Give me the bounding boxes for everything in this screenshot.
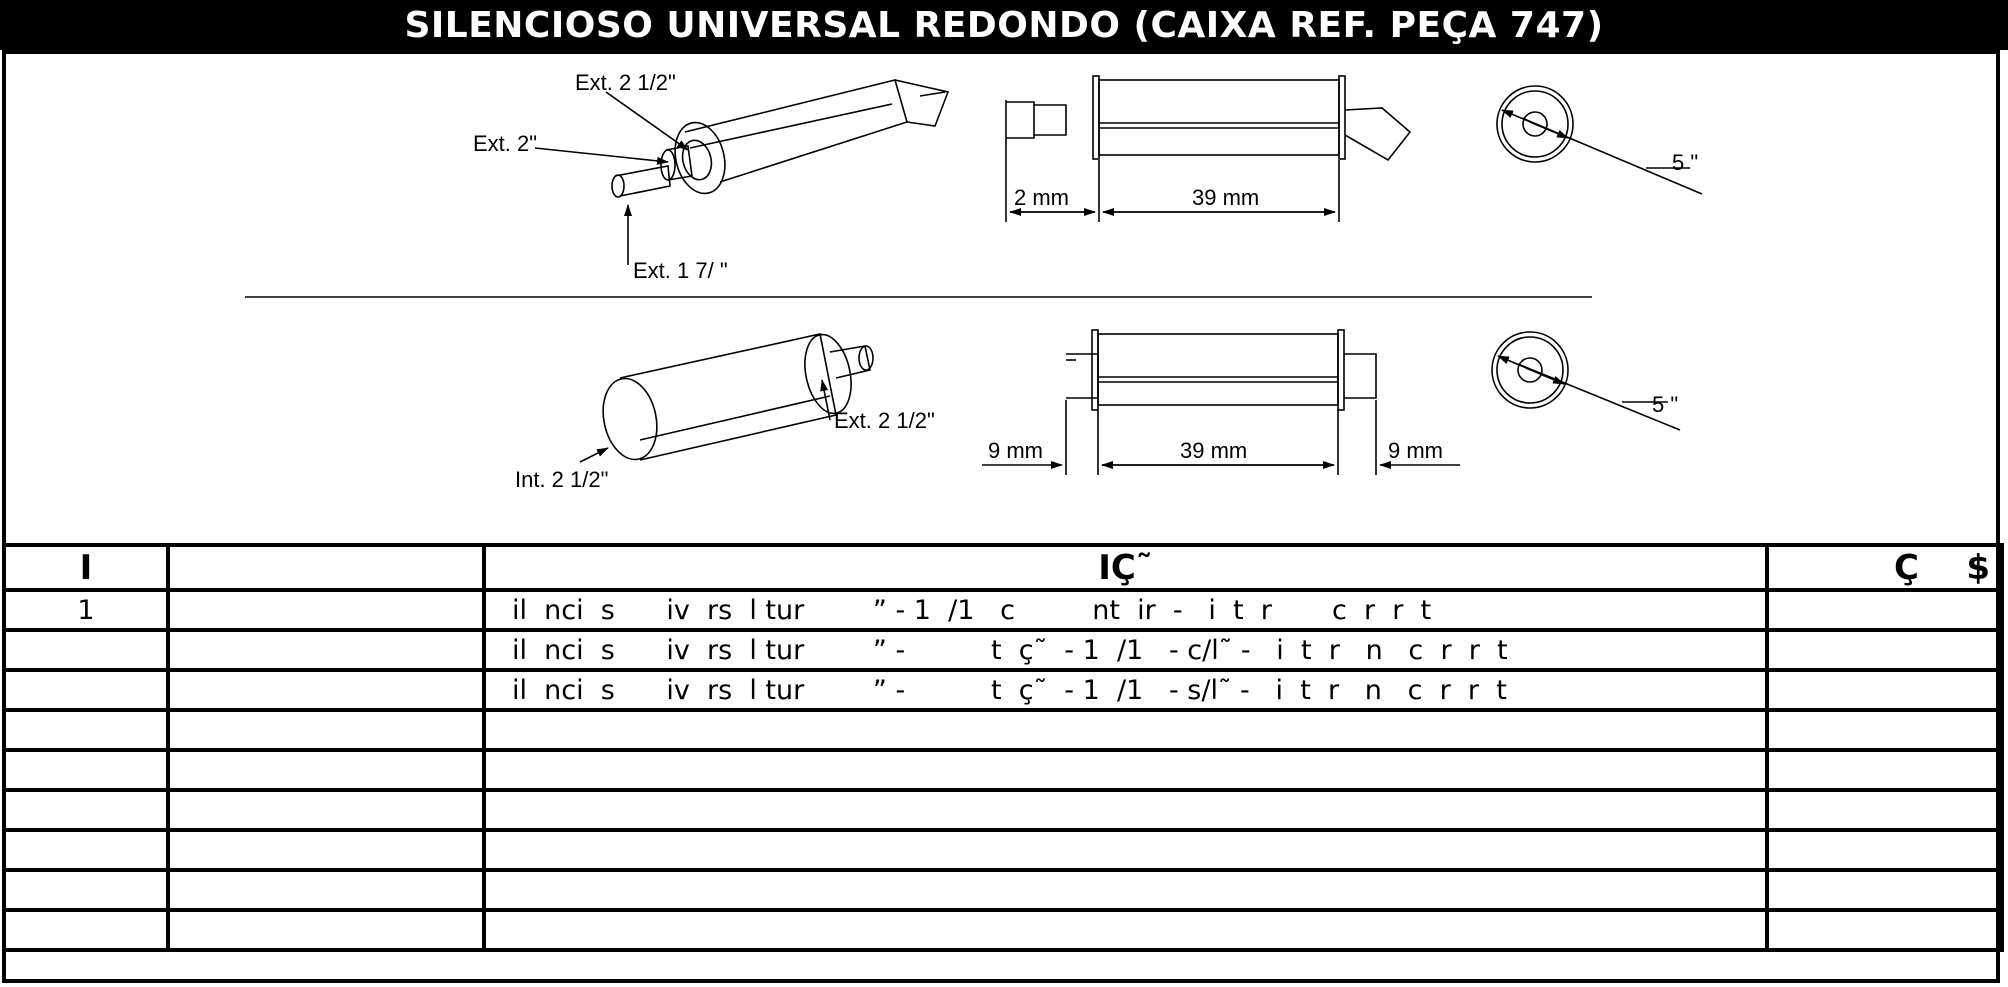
table-row: 1 il nci s iv rs l tur ” - 1 /1 c nt ir -… xyxy=(2,588,2004,632)
dim-diameter-top: 5 " xyxy=(1672,150,1698,175)
table-header-row: I IÇ˜ Ç $ xyxy=(2,543,2004,592)
dim-left-bottom: 9 mm xyxy=(988,438,1043,463)
cell-description xyxy=(482,828,1769,872)
muffler-side-top xyxy=(1006,75,1412,162)
dim-body-bottom: 39 mm xyxy=(1180,438,1247,463)
label-ext-1-7-top: Ext. 1 7/ " xyxy=(633,258,728,283)
muffler-iso-bottom xyxy=(602,333,874,461)
table-row xyxy=(2,708,2004,752)
dim-right-bottom: 9 mm xyxy=(1388,438,1443,463)
cell-reference xyxy=(166,788,486,832)
muffler-side-bottom xyxy=(1066,329,1377,411)
header-price: Ç $ xyxy=(1765,543,2004,592)
cell-price xyxy=(1765,828,2004,872)
table-row xyxy=(2,748,2004,792)
table-row xyxy=(2,828,2004,872)
label-ext-2-top: Ext. 2" xyxy=(473,131,537,156)
header-item: I xyxy=(2,543,170,592)
label-int-2-1-2-bottom: Int. 2 1/2" xyxy=(515,467,608,492)
header-description: IÇ˜ xyxy=(482,543,1769,592)
cell-item xyxy=(2,788,170,832)
cell-price xyxy=(1765,628,2004,672)
cell-price xyxy=(1765,668,2004,712)
muffler-iso-top xyxy=(611,79,950,198)
cell-price xyxy=(1765,908,2004,952)
cell-description xyxy=(482,788,1769,832)
cell-price xyxy=(1765,708,2004,752)
cell-description xyxy=(482,748,1769,792)
cell-price xyxy=(1765,788,2004,832)
cell-item xyxy=(2,748,170,792)
table-row: il nci s iv rs l tur ” - t ç˜ - 1 /1 - c… xyxy=(2,628,2004,672)
cell-item: 1 xyxy=(2,588,170,632)
table-row xyxy=(2,788,2004,832)
cell-price xyxy=(1765,588,2004,632)
cell-reference xyxy=(166,908,486,952)
cell-reference xyxy=(166,708,486,752)
dim-diameter-bottom: 5 " xyxy=(1652,392,1678,417)
cell-reference xyxy=(166,628,486,672)
drawing-sheet xyxy=(2,50,2000,983)
cell-item xyxy=(2,828,170,872)
dim-left-top: 2 mm xyxy=(1014,185,1069,210)
table-row xyxy=(2,868,2004,912)
dim-body-top: 39 mm xyxy=(1192,185,1259,210)
cell-description xyxy=(482,708,1769,752)
page-title: SILENCIOSO UNIVERSAL REDONDO (CAIXA REF.… xyxy=(0,0,2008,50)
cell-description xyxy=(482,868,1769,912)
cell-reference xyxy=(166,748,486,792)
technical-drawing: Ext. 2 1/2" Ext. 2" Ext. 1 7/ " 2 mm 39 … xyxy=(245,70,1703,492)
label-ext-2-1-2-bottom: Ext. 2 1/2" xyxy=(834,408,935,433)
cell-reference xyxy=(166,668,486,712)
cell-reference xyxy=(166,588,486,632)
label-ext-2-1-2-top: Ext. 2 1/2" xyxy=(575,70,676,95)
cell-description: il nci s iv rs l tur ” - t ç˜ - 1 /1 - s… xyxy=(482,668,1769,712)
cell-item xyxy=(2,868,170,912)
cell-price xyxy=(1765,868,2004,912)
table-row xyxy=(2,908,2004,952)
parts-table: I IÇ˜ Ç $ 1 il nci s iv rs l tur ” - 1 /1… xyxy=(2,543,2004,952)
cell-description: il nci s iv rs l tur ” - t ç˜ - 1 /1 - c… xyxy=(482,628,1769,672)
header-reference xyxy=(166,543,486,592)
cell-item xyxy=(2,908,170,952)
cell-item xyxy=(2,668,170,712)
cell-reference xyxy=(166,868,486,912)
cell-item xyxy=(2,628,170,672)
cell-price xyxy=(1765,748,2004,792)
cell-item xyxy=(2,708,170,752)
table-row: il nci s iv rs l tur ” - t ç˜ - 1 /1 - s… xyxy=(2,668,2004,712)
muffler-end-bottom xyxy=(1491,331,1569,409)
cell-reference xyxy=(166,828,486,872)
cell-description: il nci s iv rs l tur ” - 1 /1 c nt ir - … xyxy=(482,588,1769,632)
muffler-end-top xyxy=(1496,85,1574,163)
cell-description xyxy=(482,908,1769,952)
